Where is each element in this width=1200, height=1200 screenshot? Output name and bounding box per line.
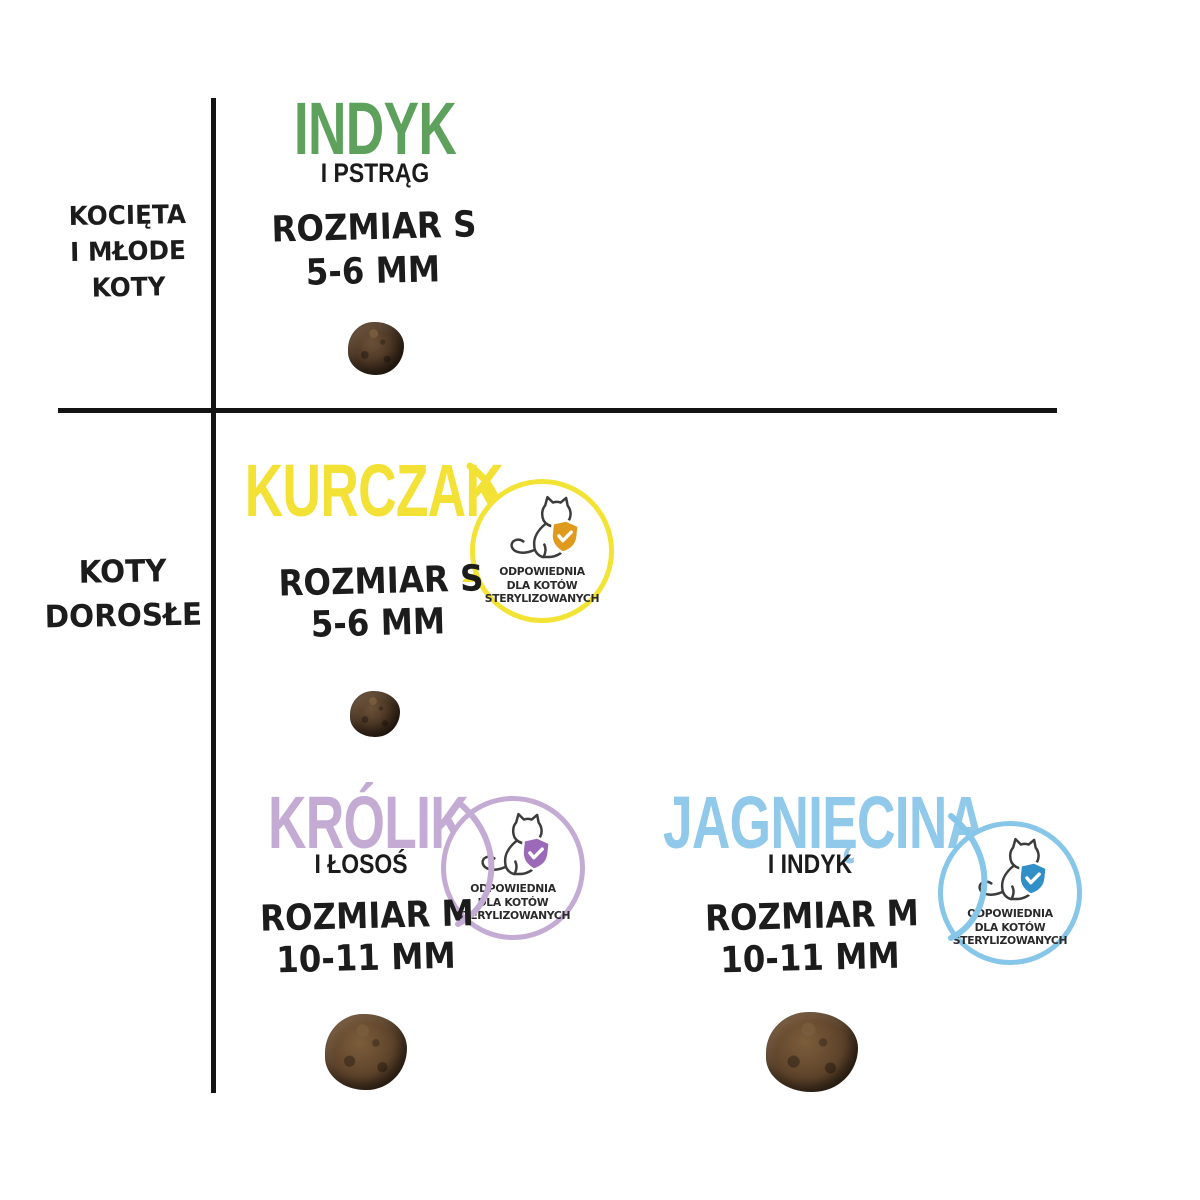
badge-caption: ODPOWIEDNIA DLA KOTÓW STERYLIZOWANYCH bbox=[952, 907, 1068, 947]
product-subtitle-indyk: I PSTRĄG bbox=[320, 158, 430, 188]
row-label-kittens-line: I MŁODE bbox=[69, 235, 187, 269]
row-label-kittens-line: KOCIĘTA bbox=[68, 199, 187, 233]
row-label-adults-line: KOTY bbox=[78, 553, 167, 591]
sterilized-badge-jagniecina: ODPOWIEDNIA DLA KOTÓW STERYLIZOWANYCH bbox=[938, 821, 1082, 965]
badge-caption: ODPOWIEDNIA DLA KOTÓW STERYLIZOWANYCH bbox=[484, 565, 600, 605]
size-value: 10-11 MM bbox=[719, 935, 901, 982]
size-label: ROZMIAR S bbox=[278, 558, 484, 605]
kibble-image-small bbox=[348, 322, 404, 375]
row-label-adults: KOTY DOROSŁE bbox=[32, 548, 214, 639]
shield-check-icon bbox=[1018, 861, 1049, 896]
product-subtitle-krolik: I ŁOSOŚ bbox=[314, 849, 408, 879]
size-label: ROZMIAR M bbox=[259, 893, 475, 940]
product-subtitle-jagniecina: I INDYK bbox=[767, 849, 853, 879]
product-title-indyk: INDYK bbox=[293, 87, 457, 170]
grid-horizontal-line bbox=[58, 408, 1057, 413]
sterilized-badge-kurczak: ODPOWIEDNIA DLA KOTÓW STERYLIZOWANYCH bbox=[470, 479, 614, 623]
kibble-image-medium bbox=[766, 1012, 858, 1092]
shield-check-icon bbox=[521, 836, 552, 871]
product-title-jagniecina: JAGNIĘCINA bbox=[663, 781, 985, 864]
size-value: 5-6 MM bbox=[305, 249, 441, 294]
size-value: 5-6 MM bbox=[310, 601, 446, 646]
row-label-kittens-line: KOTY bbox=[91, 272, 166, 304]
grid-vertical-line bbox=[211, 98, 216, 1093]
row-label-adults-line: DOROSŁE bbox=[44, 596, 203, 636]
kibble-image-small bbox=[350, 691, 400, 737]
kibble-image-medium bbox=[325, 1014, 407, 1090]
size-value: 10-11 MM bbox=[275, 935, 457, 982]
product-title-kurczak: KURCZAK bbox=[244, 449, 504, 532]
row-label-kittens: KOCIĘTA I MŁODE KOTY bbox=[51, 197, 205, 308]
size-label: ROZMIAR S bbox=[271, 204, 477, 251]
size-label: ROZMIAR M bbox=[704, 893, 920, 940]
shield-check-icon bbox=[550, 519, 581, 554]
product-title-krolik: KRÓLIK bbox=[268, 781, 469, 864]
